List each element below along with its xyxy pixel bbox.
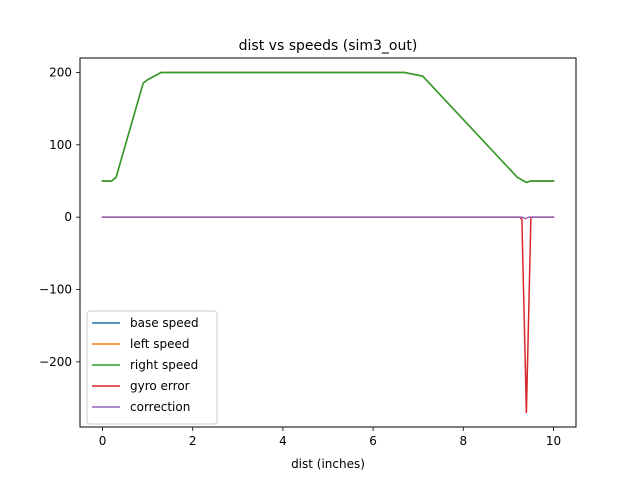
legend: base speed left speed right speed gyro erro… — [86, 310, 218, 425]
plot-frame — [79, 57, 577, 428]
x-tick-label: 10 — [546, 434, 561, 448]
x-tick-label: 2 — [189, 434, 197, 448]
series-line-2 — [101, 71, 555, 184]
y-tick-label: 100 — [49, 138, 72, 152]
legend-label-3: gyro error — [130, 379, 190, 393]
x-tick-label: 4 — [279, 434, 287, 448]
legend-box — [86, 310, 218, 425]
y-tick-label: 200 — [49, 65, 72, 79]
x-tick-label: 8 — [459, 434, 467, 448]
x-tick-label: 6 — [369, 434, 377, 448]
legend-label-0: base speed — [130, 316, 199, 330]
x-axis-label: dist (inches) — [291, 457, 365, 471]
legend-label-4: correction — [130, 400, 190, 414]
x-tick-label: 0 — [99, 434, 107, 448]
y-axis-ticks: −200 −100 0 100 200 — [39, 65, 80, 369]
series-layer — [101, 71, 555, 414]
legend-label-1: left speed — [130, 337, 190, 351]
x-axis-ticks: 0 2 4 6 8 10 — [99, 427, 561, 448]
series-line-4 — [101, 216, 555, 220]
chart-title: dist vs speeds (sim3_out) — [239, 38, 418, 54]
y-tick-label: −200 — [39, 355, 72, 369]
y-tick-label: 0 — [64, 210, 72, 224]
legend-label-2: right speed — [130, 358, 198, 372]
y-tick-label: −100 — [39, 283, 72, 297]
